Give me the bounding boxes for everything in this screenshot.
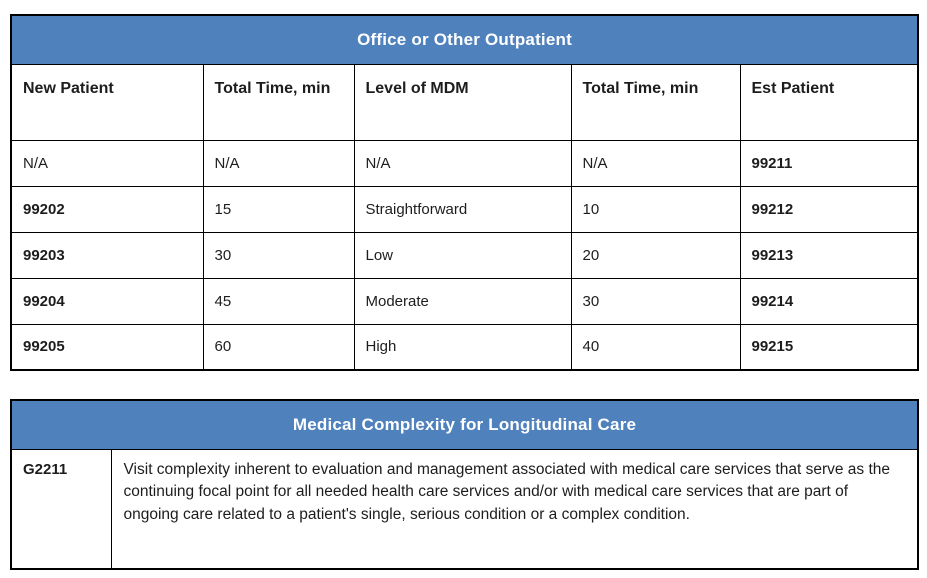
- table-title-row: Office or Other Outpatient: [10, 14, 919, 65]
- table-row: 99203 30 Low 20 99213: [10, 231, 919, 279]
- cell-new-patient-code: N/A: [10, 139, 204, 187]
- col-header-est-patient: Est Patient: [739, 63, 919, 141]
- cell-new-total-time: 45: [202, 277, 355, 325]
- cell-est-patient-code: 99215: [739, 323, 919, 371]
- cell-new-patient-code: 99202: [10, 185, 204, 233]
- cell-est-patient-code: 99212: [739, 185, 919, 233]
- cell-est-total-time: 20: [570, 231, 741, 279]
- cell-code-description: Visit complexity inherent to evaluation …: [110, 448, 919, 570]
- cell-est-total-time: 30: [570, 277, 741, 325]
- cell-new-total-time: N/A: [202, 139, 355, 187]
- column-header-row: New Patient Total Time, min Level of MDM…: [10, 63, 919, 141]
- table-title-row: Medical Complexity for Longitudinal Care: [10, 399, 919, 450]
- longitudinal-care-table: Medical Complexity for Longitudinal Care…: [10, 399, 920, 570]
- cell-new-total-time: 15: [202, 185, 355, 233]
- cell-mdm-level: High: [353, 323, 572, 371]
- cell-est-patient-code: 99213: [739, 231, 919, 279]
- outpatient-table-title: Office or Other Outpatient: [10, 14, 919, 65]
- cell-est-total-time: 40: [570, 323, 741, 371]
- cell-est-patient-code: 99214: [739, 277, 919, 325]
- cell-hcpcs-code: G2211: [10, 448, 112, 570]
- cell-mdm-level: Low: [353, 231, 572, 279]
- cell-new-total-time: 30: [202, 231, 355, 279]
- cell-new-patient-code: 99204: [10, 277, 204, 325]
- cell-mdm-level: N/A: [353, 139, 572, 187]
- table-row: 99204 45 Moderate 30 99214: [10, 277, 919, 325]
- cell-est-total-time: 10: [570, 185, 741, 233]
- table-row: 99205 60 High 40 99215: [10, 323, 919, 371]
- outpatient-codes-table: Office or Other Outpatient New Patient T…: [10, 14, 920, 371]
- col-header-new-patient: New Patient: [10, 63, 204, 141]
- longitudinal-care-table-title: Medical Complexity for Longitudinal Care: [10, 399, 919, 450]
- table-row: G2211 Visit complexity inherent to evalu…: [10, 448, 919, 570]
- cell-est-total-time: N/A: [570, 139, 741, 187]
- cell-new-patient-code: 99205: [10, 323, 204, 371]
- col-header-total-time-new: Total Time, min: [202, 63, 355, 141]
- cell-new-total-time: 60: [202, 323, 355, 371]
- cell-mdm-level: Straightforward: [353, 185, 572, 233]
- cell-new-patient-code: 99203: [10, 231, 204, 279]
- col-header-level-of-mdm: Level of MDM: [353, 63, 572, 141]
- table-row: 99202 15 Straightforward 10 99212: [10, 185, 919, 233]
- cell-est-patient-code: 99211: [739, 139, 919, 187]
- col-header-total-time-est: Total Time, min: [570, 63, 741, 141]
- cell-mdm-level: Moderate: [353, 277, 572, 325]
- table-row: N/A N/A N/A N/A 99211: [10, 139, 919, 187]
